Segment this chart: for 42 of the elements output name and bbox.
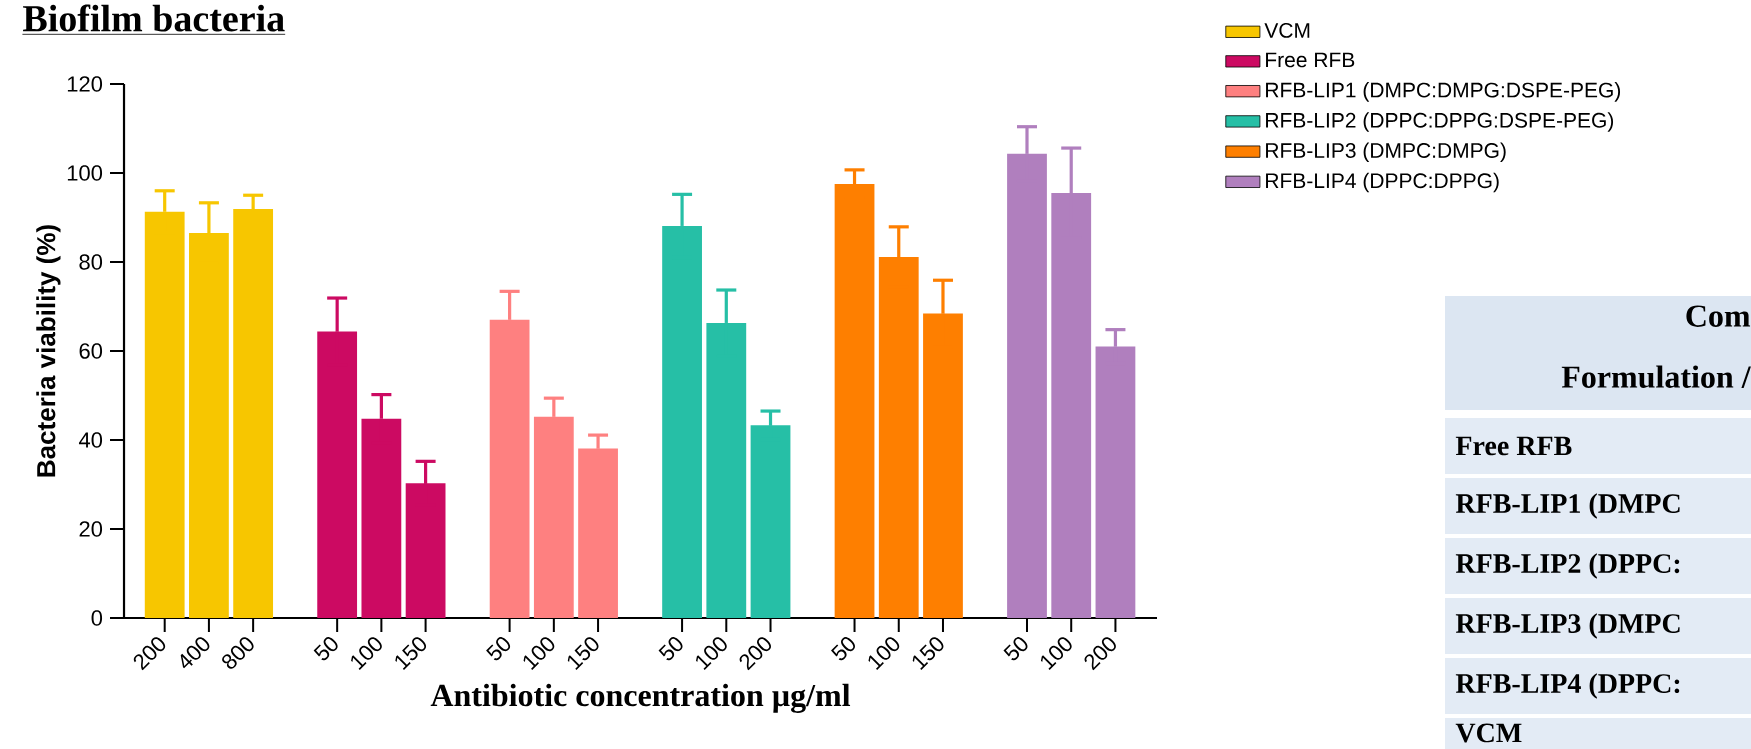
text: RFB-LIP4 (DPPC: <box>1455 673 1680 699</box>
y-tick-label: 40 <box>78 432 103 448</box>
y-tick-label: 60 <box>79 343 103 359</box>
x-tick-label: 50 <box>486 637 511 661</box>
text: RFB-LIP1 (DMPC <box>1455 493 1680 519</box>
y-axis-title: Bacteria viability (%) <box>36 225 61 477</box>
x-tick-label: 100 <box>696 637 727 670</box>
y-tick-label: 80 <box>79 254 103 270</box>
x-tick-label: 50 <box>1003 637 1028 661</box>
y-tick-label: 0 <box>91 610 103 626</box>
x-tick-label: 100 <box>351 637 382 670</box>
legend-label: RFB-LIP3 (DMPC:DMPG) <box>1266 142 1506 163</box>
x-tick-label: 50 <box>831 637 855 661</box>
text: Free RFB <box>1455 436 1572 456</box>
x-tick-label: 50 <box>313 637 338 661</box>
y-tick-label: 120 <box>67 76 103 92</box>
x-tick-label: 100 <box>523 637 555 670</box>
x-tick-label: 100 <box>1040 637 1072 670</box>
text: Com <box>1686 305 1751 327</box>
x-tick-label: 200 <box>1084 637 1116 671</box>
x-tick-label: 400 <box>180 637 210 669</box>
legend-label: RFB-LIP1 (DMPC:DMPG:DSPE-PEG) <box>1266 82 1621 102</box>
legend-label: VCM <box>1264 22 1310 38</box>
x-tick-label: 800 <box>222 637 254 669</box>
x-tick-label: 150 <box>912 637 944 670</box>
chart-title: Biofilm bacteria <box>23 4 285 32</box>
text: RFB-LIP3 (DMPC <box>1455 613 1680 639</box>
legend-label: Free RFB <box>1266 52 1355 68</box>
y-tick-label: 100 <box>67 165 103 181</box>
x-tick-label: 150 <box>395 637 427 670</box>
x-tick-label: 200 <box>739 637 771 671</box>
text: RFB-LIP2 (DPPC: <box>1455 553 1680 579</box>
legend-label: RFB-LIP2 (DPPC:DPPG:DSPE-PEG) <box>1266 112 1614 132</box>
x-tick-label: 150 <box>567 637 599 670</box>
text: Formulation / <box>1561 365 1751 388</box>
x-tick-label: 200 <box>133 637 166 671</box>
x-tick-label: 100 <box>868 637 900 670</box>
text: VCM <box>1455 723 1522 743</box>
y-tick-label: 20 <box>79 521 103 537</box>
x-axis-title: Antibiotic concentration µg/ml <box>430 683 851 714</box>
legend-label: RFB-LIP4 (DPPC:DPPG) <box>1266 172 1499 193</box>
x-tick-label: 50 <box>658 637 683 661</box>
